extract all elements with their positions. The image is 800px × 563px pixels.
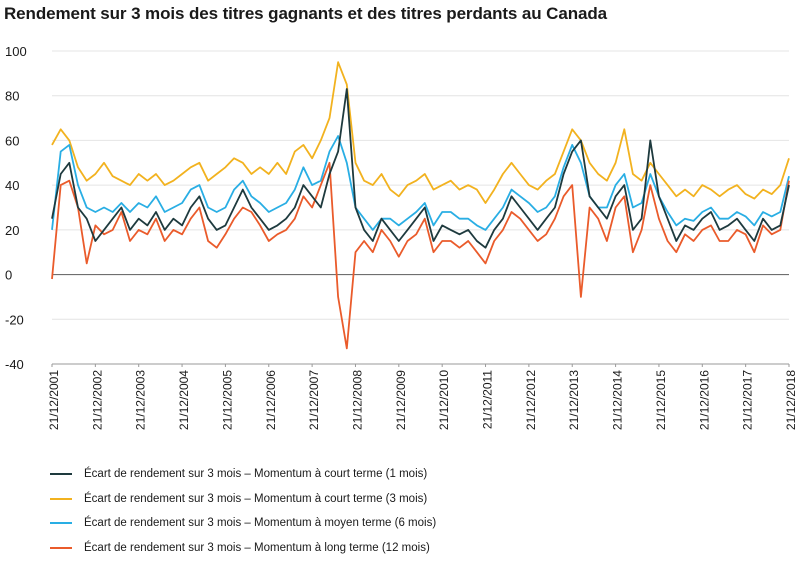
y-tick-label: -40 — [5, 357, 24, 372]
series-line-2 — [51, 61, 790, 204]
y-tick-label: -20 — [5, 312, 24, 327]
series-line-4 — [51, 161, 790, 350]
x-tick-label: 21/12/2014 — [611, 370, 625, 430]
x-tick-label: 21/12/2017 — [741, 370, 755, 430]
legend-label: Écart de rendement sur 3 mois – Momentum… — [84, 468, 428, 481]
x-tick-label: 21/12/2001 — [47, 370, 61, 430]
x-tick-label: 21/12/2006 — [264, 370, 278, 430]
x-tick-label: 21/12/2008 — [350, 370, 364, 430]
legend-swatch — [50, 497, 72, 500]
legend-item: Écart de rendement sur 3 mois – Momentum… — [50, 511, 436, 536]
legend-label: Écart de rendement sur 3 mois – Momentum… — [84, 492, 428, 505]
x-tick-label: 21/12/2003 — [134, 370, 148, 430]
x-tick-label: 21/12/2007 — [307, 370, 321, 430]
legend-swatch — [50, 546, 72, 549]
x-tick-label: 21/12/2013 — [567, 370, 581, 430]
chart-title: Rendement sur 3 mois des titres gagnants… — [4, 4, 607, 23]
legend-item: Écart de rendement sur 3 mois – Momentum… — [50, 487, 436, 512]
x-tick-label: 21/12/2015 — [654, 370, 668, 430]
x-tick-label: 21/12/2002 — [90, 370, 104, 430]
legend-swatch — [50, 522, 72, 525]
y-tick-label: 100 — [5, 44, 27, 59]
x-tick-label: 21/12/2018 — [784, 370, 798, 430]
legend-label: Écart de rendement sur 3 mois – Momentum… — [84, 541, 430, 554]
x-tick-label: 21/12/2016 — [697, 370, 711, 430]
series-line-1 — [51, 88, 790, 249]
y-tick-label: 40 — [5, 178, 19, 193]
legend-label: Écart de rendement sur 3 mois – Momentum… — [84, 517, 437, 530]
y-tick-label: 0 — [5, 268, 12, 283]
series-line-3 — [51, 135, 790, 231]
line-chart: 100 80 60 40 20 0 -20 -40 21/12/2001 21/12/2002 21… — [5, 44, 798, 430]
legend-item: Écart de rendement sur 3 mois – Momentum… — [50, 462, 436, 487]
y-tick-label: 60 — [5, 133, 19, 148]
x-tick-label: 21/12/2010 — [437, 370, 451, 430]
x-tick-label: 21/12/2005 — [220, 370, 234, 430]
chart-legend: Écart de rendement sur 3 mois – Momentum… — [50, 462, 436, 560]
x-tick-label: 21/12/2004 — [177, 370, 191, 430]
y-tick-label: 20 — [5, 223, 19, 238]
y-tick-label: 80 — [5, 89, 19, 104]
x-tick-label: 21/12/2009 — [394, 370, 408, 430]
x-tick-label: 21/12/2012 — [524, 370, 538, 430]
legend-item: Écart de rendement sur 3 mois – Momentum… — [50, 536, 436, 561]
legend-swatch — [50, 473, 72, 476]
x-tick-label: 21/12/2011 — [481, 370, 495, 429]
